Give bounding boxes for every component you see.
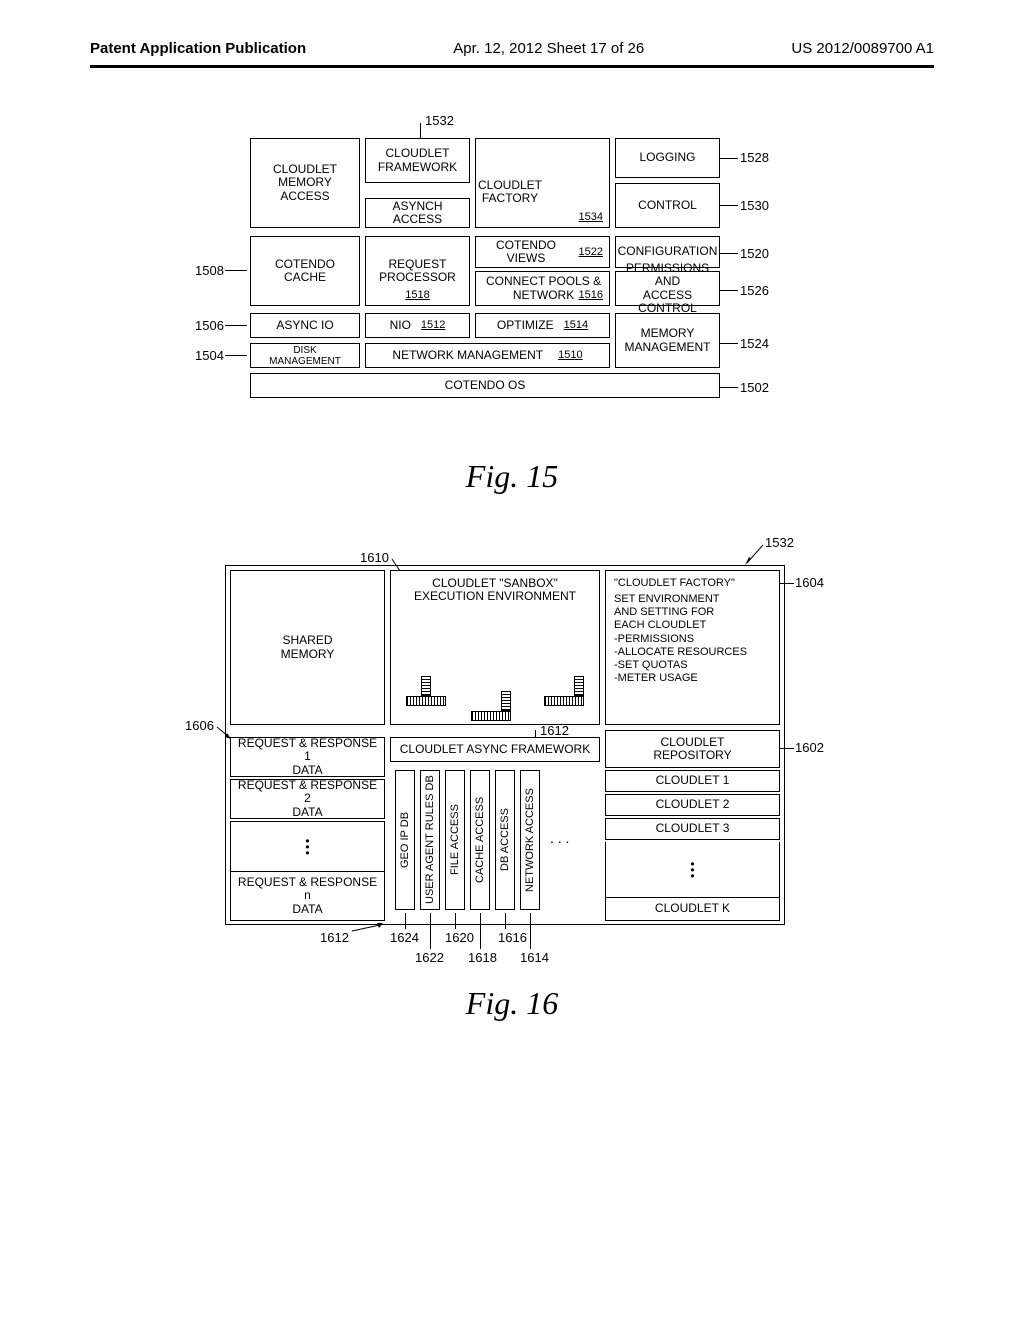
box-c1: CLOUDLET 1 [605, 770, 780, 792]
box-memory-mgmt: MEMORY MANAGEMENT [615, 313, 720, 368]
fig16-caption: Fig. 16 [90, 985, 934, 1022]
box-permissions: PERMISSIONS AND ACCESS CONTROL [615, 271, 720, 306]
box-c3: CLOUDLET 3 [605, 818, 780, 840]
box-cloudlet-memory-access: CLOUDLET MEMORY ACCESS [250, 138, 360, 228]
box-net: NETWORK ACCESS [520, 770, 540, 910]
box-asynch-access: ASYNCH ACCESS [365, 198, 470, 228]
box-uar: USER AGENT RULES DB [420, 770, 440, 910]
box-shared-memory: SHARED MEMORY [230, 570, 385, 725]
page-header: Patent Application Publication Apr. 12, … [90, 40, 934, 68]
box-db: DB ACCESS [495, 770, 515, 910]
box-cotendo-cache: COTENDO CACHE [250, 236, 360, 306]
figure-16: 1532 1610 SHARED MEMORY CLOUDLET "SANBOX… [190, 535, 830, 965]
box-async-io: ASYNC IO [250, 313, 360, 338]
box-network-mgmt: NETWORK MANAGEMENT 1510 [365, 343, 610, 368]
box-cotendo-views: COTENDO VIEWS 1522 [475, 236, 610, 268]
box-async-fw: CLOUDLET ASYNC FRAMEWORK [390, 737, 600, 762]
box-rrn: REQUEST & RESPONSE n DATA [230, 871, 385, 921]
box-cdots: ••• [605, 842, 780, 897]
box-rr1: REQUEST & RESPONSE 1 DATA [230, 737, 385, 777]
box-cloudlet-factory: CLOUDLET FACTORY 1534 [475, 138, 610, 228]
box-nio: NIO 1512 [365, 313, 470, 338]
box-ck: CLOUDLET K [605, 897, 780, 921]
box-cloudlet-framework: CLOUDLET FRAMEWORK [365, 138, 470, 183]
fig15-caption: Fig. 15 [90, 458, 934, 495]
box-file: FILE ACCESS [445, 770, 465, 910]
box-geo: GEO IP DB [395, 770, 415, 910]
date-sheet: Apr. 12, 2012 Sheet 17 of 26 [453, 40, 644, 57]
box-rr-dots: ••• [230, 821, 385, 871]
box-optimize: OPTIMIZE 1514 [475, 313, 610, 338]
box-disk-mgmt: DISK MANAGEMENT [250, 343, 360, 368]
box-logging: LOGGING [615, 138, 720, 178]
box-cache: CACHE ACCESS [470, 770, 490, 910]
box-connect-pools: CONNECT POOLS & NETWORK 1516 [475, 271, 610, 306]
box-c2: CLOUDLET 2 [605, 794, 780, 816]
figure-15: CLOUDLET MEMORY ACCESS CLOUDLET FRAMEWOR… [200, 118, 820, 438]
box-repo: CLOUDLET REPOSITORY [605, 730, 780, 768]
box-cotendo-os: COTENDO OS [250, 373, 720, 398]
box-factory: "CLOUDLET FACTORY" SET ENVIRONMENT AND S… [605, 570, 780, 725]
box-rr2: REQUEST & RESPONSE 2 DATA [230, 779, 385, 819]
box-control: CONTROL [615, 183, 720, 228]
pub-number: US 2012/0089700 A1 [791, 40, 934, 57]
box-request-processor: REQUEST PROCESSOR 1518 [365, 236, 470, 306]
pub-label: Patent Application Publication [90, 40, 306, 57]
box-sandbox: CLOUDLET "SANBOX" EXECUTION ENVIRONMENT [390, 570, 600, 725]
